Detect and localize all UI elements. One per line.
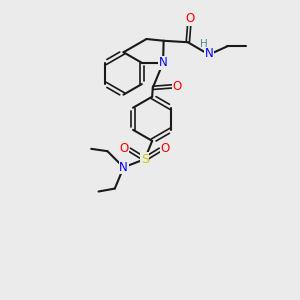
Text: N: N [159, 56, 167, 69]
Text: O: O [120, 142, 129, 155]
Text: O: O [172, 80, 182, 93]
Text: O: O [186, 12, 195, 25]
Text: O: O [161, 142, 170, 155]
Text: S: S [141, 153, 149, 166]
Text: N: N [205, 47, 213, 60]
Text: N: N [119, 161, 128, 174]
Text: H: H [200, 39, 208, 49]
